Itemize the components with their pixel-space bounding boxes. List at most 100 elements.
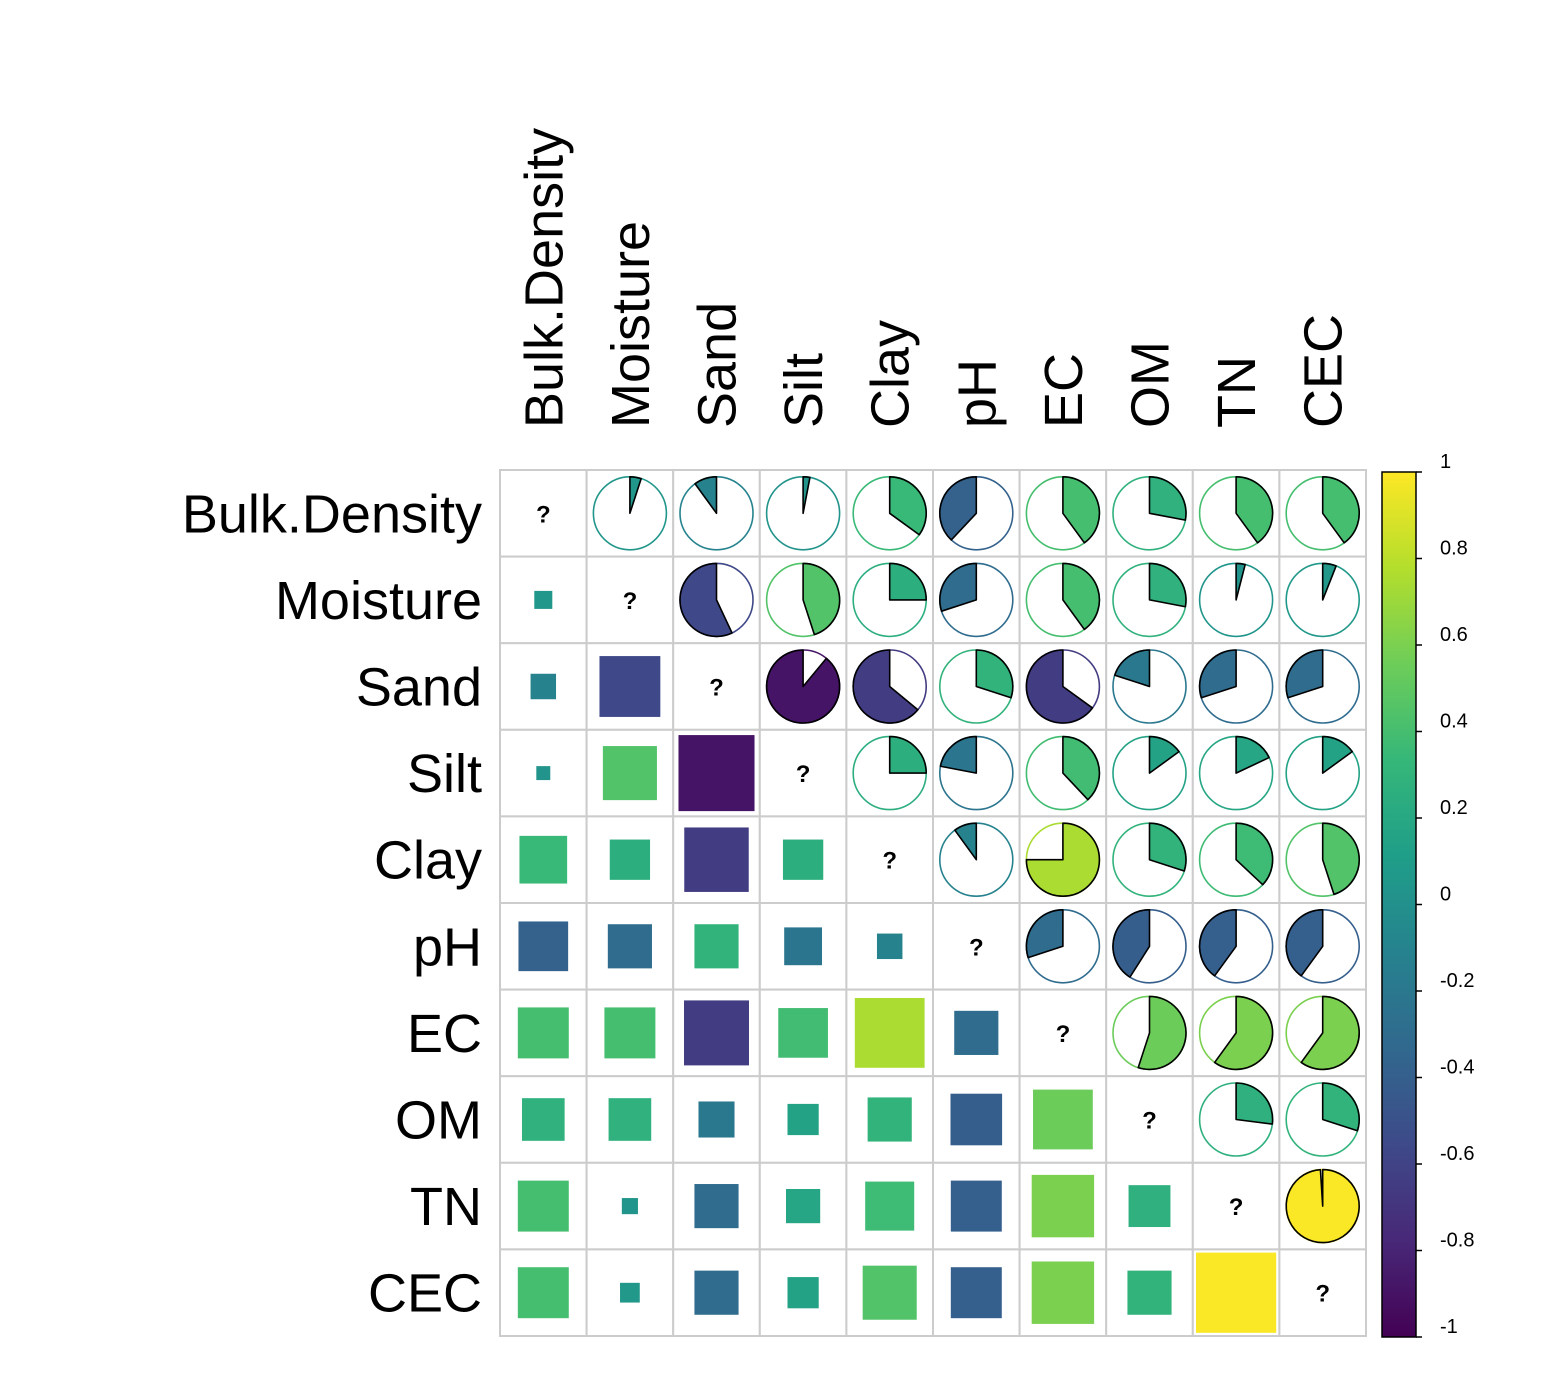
- pie-slice: [1025, 649, 1094, 724]
- correlation-pie: [765, 475, 841, 551]
- correlation-pie: [938, 735, 1014, 811]
- colorbar-tick-label: -0.2: [1440, 970, 1474, 992]
- correlation-square: [602, 746, 657, 801]
- correlation-square: [854, 997, 925, 1068]
- row-label: TN: [410, 1177, 482, 1237]
- correlation-square: [1196, 1252, 1277, 1333]
- pie-slice: [1300, 995, 1360, 1071]
- correlation-pie: [1198, 1082, 1274, 1157]
- correlation-pie: [852, 649, 928, 724]
- correlation-pie: [1285, 822, 1360, 898]
- correlation-pie: [679, 475, 754, 551]
- grid-cell: [585, 555, 675, 645]
- pie-slice: [1235, 822, 1274, 886]
- colorbar-tick-label: 0.8: [1440, 538, 1468, 560]
- correlation-pie: [1198, 475, 1274, 551]
- diagonal-label: ?: [1229, 1194, 1244, 1221]
- correlation-pie: [679, 562, 754, 638]
- correlation-square: [607, 924, 652, 969]
- pie-slice: [1137, 995, 1187, 1071]
- row-label: Clay: [374, 831, 482, 891]
- column-label: Moisture: [601, 221, 661, 428]
- correlation-pie: [765, 649, 841, 724]
- correlation-pie: [1112, 995, 1187, 1071]
- correlation-pie: [1198, 649, 1274, 724]
- correlation-pie: [1198, 908, 1274, 984]
- pie-slice: [1062, 735, 1101, 801]
- colorbar-tick-label: -0.4: [1440, 1057, 1474, 1079]
- colorbar-tick-label: 0: [1440, 884, 1451, 906]
- correlation-square: [1033, 1089, 1093, 1150]
- correlation-pie: [1285, 649, 1360, 724]
- correlation-pie: [938, 649, 1014, 724]
- correlation-square: [609, 839, 651, 880]
- correlation-square: [867, 1097, 912, 1142]
- correlation-pie: [1285, 908, 1360, 984]
- pie-slice: [1321, 476, 1360, 544]
- correlation-pie: [1112, 475, 1187, 551]
- row-label: CEC: [368, 1264, 482, 1324]
- diagonal-label: ?: [1315, 1281, 1330, 1308]
- pie-slice: [1235, 735, 1270, 774]
- pie-slice: [1148, 735, 1180, 774]
- correlation-square: [519, 835, 568, 884]
- diagonal-label: ?: [536, 501, 551, 528]
- correlation-pie: [1112, 735, 1187, 811]
- correlation-pie: [852, 562, 928, 638]
- pie-slice: [1235, 562, 1246, 601]
- row-label: Moisture: [275, 571, 482, 631]
- correlation-square: [517, 1180, 569, 1232]
- pie-slice: [1285, 909, 1324, 977]
- pie-slice: [1062, 562, 1101, 631]
- diagonal-label: ?: [1142, 1108, 1157, 1135]
- pie-slice: [888, 476, 927, 536]
- pie-slice: [888, 562, 927, 601]
- correlation-square: [950, 1267, 1002, 1319]
- colorbar-tick-label: 1: [1440, 451, 1451, 473]
- grid-cell: [1018, 988, 1108, 1078]
- pie-slice: [939, 562, 978, 612]
- pie-slice: [802, 562, 841, 636]
- correlation-square: [684, 827, 749, 892]
- colorbar-tick-label: -0.6: [1440, 1143, 1474, 1165]
- colorbar-tick-label: 0.4: [1440, 711, 1468, 733]
- diagonal-label: ?: [796, 761, 811, 788]
- correlation-square: [950, 1093, 1003, 1146]
- pie-slice: [888, 735, 927, 774]
- correlation-square: [784, 927, 823, 966]
- row-label: EC: [407, 1004, 482, 1064]
- diagonal-label: ?: [709, 675, 724, 702]
- grid-cell: [499, 469, 588, 558]
- column-label: Silt: [774, 353, 834, 428]
- correlation-pie: [1285, 1168, 1360, 1244]
- grid-cell: [672, 642, 761, 731]
- pie-slice: [852, 649, 919, 724]
- grid-cell: [845, 815, 935, 905]
- pie-slice: [802, 476, 811, 515]
- correlation-square: [684, 1000, 749, 1066]
- diagonal-label: ?: [623, 588, 638, 615]
- colorbar-tick-label: -0.8: [1440, 1230, 1474, 1252]
- correlation-pie: [1285, 1082, 1360, 1157]
- correlation-square: [620, 1282, 640, 1303]
- pie-slice: [939, 735, 978, 774]
- correlation-square: [521, 1098, 565, 1141]
- correlation-square: [599, 656, 661, 717]
- correlation-pie: [1025, 562, 1101, 638]
- correlation-square: [698, 1101, 735, 1138]
- row-label: pH: [413, 917, 482, 977]
- pie-slice: [1321, 1082, 1360, 1132]
- correlation-square: [517, 1267, 569, 1319]
- correlation-pie: [1025, 735, 1101, 811]
- correlation-pie: [1198, 822, 1274, 898]
- correlation-square: [954, 1010, 999, 1055]
- correlation-square: [778, 1008, 828, 1058]
- pie-slice: [1285, 1168, 1360, 1244]
- row-label: Silt: [407, 744, 482, 804]
- column-label: Clay: [861, 320, 921, 428]
- correlation-pie: [1198, 562, 1274, 638]
- pie-slice: [1113, 649, 1151, 688]
- correlation-square: [608, 1098, 652, 1141]
- correlation-square: [1127, 1270, 1172, 1315]
